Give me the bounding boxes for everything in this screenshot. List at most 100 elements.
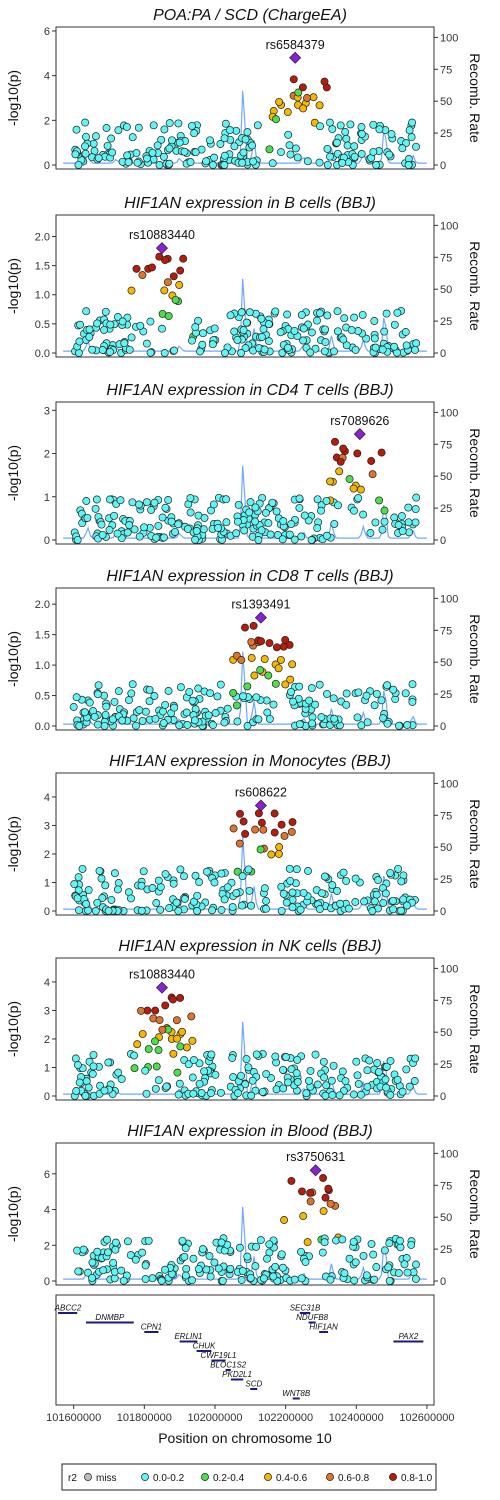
snp-point [371,343,380,352]
snp-point [333,307,342,316]
snp-point [173,1068,182,1077]
snp-point [138,1029,147,1038]
snp-point [228,1054,237,1062]
snp-point [265,145,274,154]
snp-point [346,120,355,129]
y-right-tick-label: 75 [440,252,452,264]
snp-point [169,879,178,888]
snp-point [97,874,106,883]
snp-point [412,142,420,151]
panel-2: HIF1AN expression in B cells (BBJ) 0.0 0.5… [5,195,483,360]
snp-point [306,1188,315,1197]
snp-point [277,148,285,157]
snp-point [300,511,309,520]
x-tick-label: 101600000 [46,1412,101,1424]
y-right-axis-title: Recomb. Rate [467,799,483,889]
snp-point [350,142,359,151]
snp-point [363,1066,372,1075]
snp-point [161,1001,170,1010]
snp-point [154,876,163,885]
gene-label: PKD2L1 [222,1370,252,1379]
snp-point [241,1080,250,1089]
snp-point [287,520,296,529]
snp-point [270,828,279,837]
snp-point [347,326,356,335]
snp-point [358,310,367,319]
snp-point [210,153,219,162]
snp-point [100,721,109,730]
snp-point [257,818,266,827]
snp-point [315,309,324,318]
gene-label: HIF1AN [309,1323,338,1332]
snp-point [288,888,297,897]
snp-point [363,718,372,727]
snp-point [349,484,358,493]
snp-point [176,266,185,275]
snp-point [386,1091,395,1099]
snp-point [375,125,384,134]
snp-point [370,1275,379,1284]
snp-point [130,1064,139,1073]
x-axis-title: Position on chromosome 10 [158,1430,332,1446]
y-right-tick-label: 0 [440,160,446,172]
snp-point [259,825,268,834]
snp-point [318,889,326,898]
snp-point [167,517,176,526]
snp-point [383,681,392,690]
snp-point [154,1046,163,1055]
y-right-tick-label: 0 [440,535,446,547]
snp-point [188,1073,197,1082]
snp-point [403,901,411,910]
gene-label: CHUK [193,1342,216,1351]
snp-point [186,508,195,517]
snp-point [149,121,158,130]
snp-point [315,101,324,110]
y-tick-label: 0 [44,160,50,172]
snp-point [328,125,337,134]
snp-point [311,1050,320,1059]
snp-point [338,158,347,167]
snp-point [393,1075,402,1084]
snp-point [277,882,286,891]
snp-point [211,1070,220,1079]
snp-point [390,513,399,522]
panel-title: HIF1AN expression in Monocytes (BBJ) [109,753,391,770]
snp-point [84,886,93,895]
snp-point [279,642,288,651]
legend-swatch [326,1473,334,1481]
snp-point [245,886,254,895]
snp-point [313,495,322,504]
snp-point [299,1212,308,1221]
y-right-axis-title: Recomb. Rate [467,984,483,1074]
snp-point [390,320,399,329]
panel-title: HIF1AN expression in NK cells (BBJ) [118,938,381,955]
snp-point [294,88,303,97]
snp-point [285,530,294,539]
snp-point [320,347,329,356]
snp-point [275,843,284,851]
snp-points [70,993,420,1100]
gene-label: BLOC1S2 [210,1361,247,1370]
snp-point [290,326,299,335]
plot-frame [55,214,435,358]
snp-point [389,896,398,905]
y-right-tick-label: 100 [440,32,458,44]
snp-point [123,528,132,537]
snp-point [395,721,403,730]
snp-point [275,97,284,106]
snp-point [329,1061,338,1070]
snp-point [323,311,332,320]
snp-point [381,1075,390,1084]
snp-point [164,496,173,504]
snp-point [113,529,122,538]
snp-point [161,870,170,879]
snp-point [320,1073,329,1082]
snp-point [290,535,299,544]
snp-point [182,708,191,717]
snp-point [165,144,174,153]
snp-point [98,894,107,902]
lead-snp-label: rs10883440 [129,968,195,982]
snp-point [175,138,184,147]
y-tick-label: 0.0 [35,348,50,360]
snp-point [233,717,242,726]
